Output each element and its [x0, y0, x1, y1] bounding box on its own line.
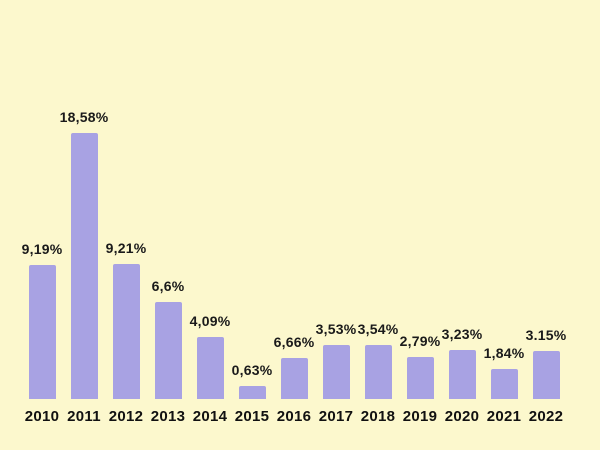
- bar-2010: [28, 265, 56, 399]
- value-label-2014: 4,09%: [189, 313, 231, 329]
- x-tick-label-2018: 2018: [360, 408, 396, 425]
- value-label-2020: 3,23%: [441, 326, 483, 342]
- x-tick-label-2014: 2014: [192, 408, 228, 425]
- value-label-2015: 0,63%: [231, 362, 273, 378]
- value-label-2013: 6,6%: [151, 278, 185, 294]
- bar-2020: [448, 350, 476, 399]
- bar-2016: [280, 358, 308, 399]
- bar-2022: [532, 351, 560, 399]
- value-label-2021: 1,84%: [483, 345, 525, 361]
- x-tick-label-2011: 2011: [67, 408, 101, 425]
- bar-group-2018: 3,54% 2018: [357, 321, 399, 425]
- bar-2012: [112, 264, 140, 399]
- bar-group-2015: 0,63% 2015: [231, 362, 273, 425]
- bar-2019: [406, 357, 434, 399]
- bar-group-2012: 9,21% 2012: [105, 240, 147, 425]
- bar-group-2016: 6,66% 2016: [273, 334, 315, 425]
- bar-group-2014: 4,09% 2014: [189, 313, 231, 425]
- x-tick-label-2013: 2013: [150, 408, 186, 425]
- value-label-2011: 18,58%: [59, 109, 109, 125]
- bar-2013: [154, 302, 182, 399]
- value-label-2018: 3,54%: [357, 321, 399, 337]
- bar-2011: [70, 133, 98, 399]
- bar-group-2021: 1,84% 2021: [483, 345, 525, 425]
- x-tick-label-2012: 2012: [108, 408, 144, 425]
- value-label-2019: 2,79%: [399, 333, 441, 349]
- bar-2018: [364, 345, 392, 399]
- bar-2014: [196, 337, 224, 399]
- bar-group-2013: 6,6% 2013: [147, 278, 189, 425]
- value-label-2016: 6,66%: [273, 334, 315, 350]
- bar-group-2019: 2,79% 2019: [399, 333, 441, 425]
- value-label-2022: 3.15%: [525, 327, 567, 343]
- bar-group-2022: 3.15% 2022: [525, 327, 567, 425]
- bar-group-2017: 3,53% 2017: [315, 321, 357, 425]
- bar-group-2020: 3,23% 2020: [441, 326, 483, 425]
- x-tick-label-2021: 2021: [486, 408, 522, 425]
- bar-group-2011: 18,58% 2011: [60, 109, 108, 425]
- x-tick-label-2020: 2020: [444, 408, 480, 425]
- x-tick-label-2015: 2015: [234, 408, 270, 425]
- bar-2017: [322, 345, 350, 399]
- bar-group-2010: 9,19% 2010: [21, 241, 63, 425]
- x-tick-label-2022: 2022: [528, 408, 564, 425]
- x-tick-label-2017: 2017: [318, 408, 354, 425]
- bar-2015: [238, 386, 266, 399]
- value-label-2017: 3,53%: [315, 321, 357, 337]
- bar-chart: 9,19% 2010 18,58% 2011 9,21% 2012 6,6% 2013 4,09…: [21, 109, 567, 425]
- x-tick-label-2016: 2016: [276, 408, 312, 425]
- bar-2021: [490, 369, 518, 399]
- value-label-2012: 9,21%: [105, 240, 147, 256]
- x-tick-label-2019: 2019: [402, 408, 438, 425]
- value-label-2010: 9,19%: [21, 241, 63, 257]
- x-tick-label-2010: 2010: [24, 408, 60, 425]
